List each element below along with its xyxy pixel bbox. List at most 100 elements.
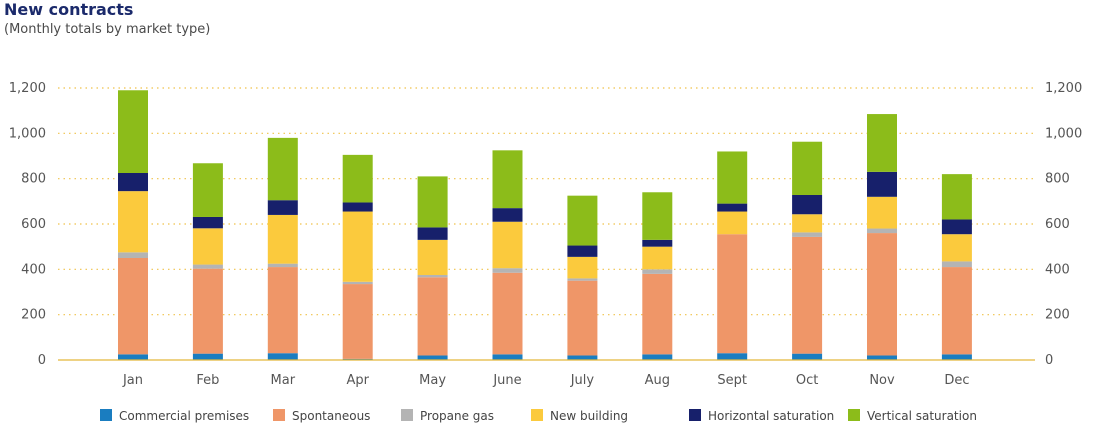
bar-segment-new-building [267,214,298,264]
y-tick-label-left: 0 [38,353,46,368]
bar-segment-commercial-premises [492,354,523,360]
bar-segment-vertical-saturation [192,163,223,217]
bar-segment-vertical-saturation [118,90,148,173]
x-tick-label: May [419,373,446,388]
bar-segment-horizontal-saturation [267,200,298,215]
bar-segment-spontaneous [118,258,148,355]
x-tick-label: Jan [122,373,143,388]
legend-label: Propane gas [420,409,494,423]
bar-segment-propane-gas [792,232,823,237]
x-tick-label: Aug [645,373,670,388]
x-axis: Jan Feb Mar Apr May June July Aug Sept Oct Nov Dec [122,373,970,388]
chart-subtitle: (Monthly totals by market type) [4,22,211,37]
x-tick-label: Dec [944,373,969,388]
bar-segment-horizontal-saturation [567,245,598,257]
bar-segment-commercial-premises [567,355,598,360]
bar-segment-new-building [867,196,897,229]
bar-segment-commercial-premises [792,353,823,360]
bar-segment-vertical-saturation [267,137,298,201]
bar-segment-horizontal-saturation [192,216,223,229]
legend-label: New building [550,409,628,423]
legend-swatch [100,409,112,421]
x-tick-label: Mar [271,373,296,388]
bar-segment-propane-gas [342,281,373,285]
legend-label: Commercial premises [119,409,249,423]
bar-segment-horizontal-saturation [941,219,972,235]
legend-swatch [531,409,543,421]
y-tick-label-right: 400 [1045,262,1070,277]
y-tick-label-right: 0 [1045,353,1053,368]
bar-segment-vertical-saturation [642,192,673,240]
bar-segment-propane-gas [492,268,523,273]
bar-segment-vertical-saturation [867,114,897,172]
bar-segment-new-building [792,214,823,233]
bar-segment-new-building [192,228,223,265]
bar-segment-horizontal-saturation [342,202,373,212]
bar-segment-commercial-premises [417,355,448,360]
bar-segment-commercial-premises [267,353,298,360]
x-tick-label: Sept [717,373,747,388]
y-tick-label-left: 1,200 [9,81,46,96]
bar-segment-propane-gas [867,228,897,234]
bar-segment-spontaneous [192,268,223,354]
bar-segment-spontaneous [567,280,598,356]
legend-label: Vertical saturation [867,409,977,423]
bar-segment-propane-gas [192,264,223,269]
legend-swatch [848,409,860,421]
y-axis-left: 0 200 400 600 800 1,000 1,200 [9,81,46,368]
bar-segment-new-building [642,246,673,270]
bar-segment-vertical-saturation [417,176,448,228]
bar-segment-horizontal-saturation [867,171,897,197]
x-tick-label: Apr [346,373,369,388]
bar-segment-commercial-premises [118,354,148,360]
bar-segment-vertical-saturation [567,195,598,246]
bar-segment-propane-gas [567,278,598,281]
bar-segment-horizontal-saturation [118,173,148,192]
bar-segment-propane-gas [941,261,972,268]
chart-title: New contracts [4,0,134,19]
bar-segment-spontaneous [717,234,748,354]
bar-segment-commercial-premises [642,354,673,360]
x-tick-label: Nov [869,373,895,388]
bar-segment-spontaneous [941,267,972,355]
bar-segment-horizontal-saturation [717,203,748,212]
bar-segment-vertical-saturation [342,154,373,203]
y-tick-label-left: 800 [21,172,46,187]
bar-segment-new-building [941,234,972,262]
bar-segment-vertical-saturation [941,174,972,220]
bar-segment-vertical-saturation [717,151,748,204]
bar-segment-horizontal-saturation [792,194,823,215]
bar-segment-new-building [417,239,448,275]
bar-segment-commercial-premises [941,354,972,360]
bar-segment-propane-gas [642,269,673,274]
y-tick-label-right: 800 [1045,172,1070,187]
x-tick-label: July [570,373,595,388]
x-tick-label: Oct [796,373,818,388]
bar-segment-new-building [342,211,373,282]
bar-segment-spontaneous [642,273,673,355]
bar-segment-spontaneous [417,277,448,356]
bar-segment-horizontal-saturation [642,239,673,247]
legend-swatch [273,409,285,421]
y-tick-label-left: 600 [21,217,46,232]
legend: Commercial premises Spontaneous Propane ga… [100,409,977,423]
bar-segment-spontaneous [267,267,298,354]
bar-segment-propane-gas [267,263,298,268]
y-tick-label-right: 1,200 [1045,81,1082,96]
bar-segment-commercial-premises [717,353,748,360]
y-tick-label-left: 200 [21,308,46,323]
y-tick-label-right: 200 [1045,308,1070,323]
legend-swatch [689,409,701,421]
bar-segment-propane-gas [118,252,148,258]
legend-label: Horizontal saturation [708,409,834,423]
bar-segment-commercial-premises [192,353,223,360]
legend-swatch [401,409,413,421]
bar-segment-vertical-saturation [792,141,823,195]
y-tick-label-right: 600 [1045,217,1070,232]
bar-segment-spontaneous [342,284,373,359]
bar-segment-new-building [567,256,598,279]
bar-segment-spontaneous [867,233,897,356]
x-tick-label: June [492,373,521,388]
bar-segment-spontaneous [492,272,523,355]
